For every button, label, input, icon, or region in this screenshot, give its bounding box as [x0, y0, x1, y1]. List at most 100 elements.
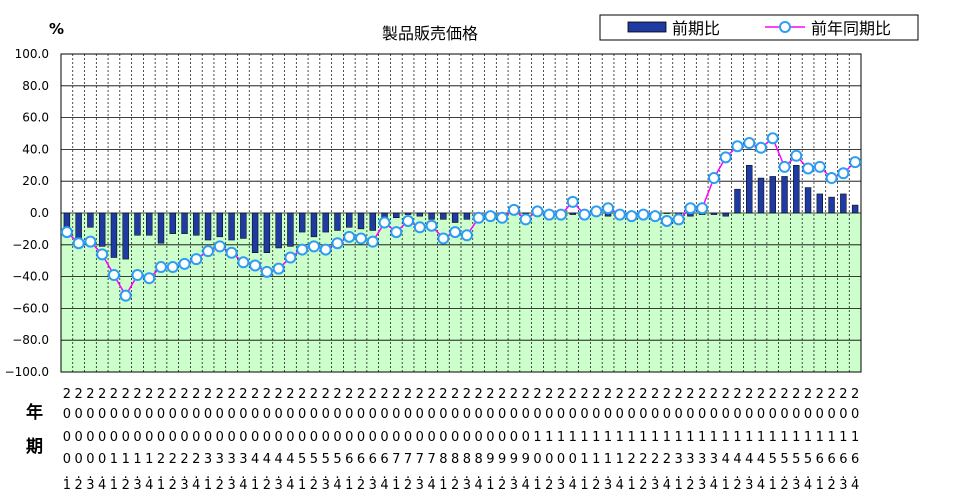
point-2015.3	[790, 149, 803, 162]
bar-2015.2	[781, 176, 788, 214]
point-2006.4	[378, 216, 391, 229]
point-2008.1	[437, 232, 450, 245]
bar-2004.1	[251, 212, 259, 253]
point-2013.1	[672, 213, 685, 226]
point-2013.2	[684, 202, 697, 215]
point-2010.1	[531, 205, 544, 218]
point-2008.3	[460, 229, 473, 242]
y-tick-label: −80.0	[12, 333, 49, 347]
point-2010.3	[555, 208, 567, 221]
bar-2006.3	[369, 212, 376, 231]
bar-2016.3	[840, 193, 847, 214]
y-tick-label: 0.0	[30, 206, 49, 220]
bar-2004.2	[263, 212, 271, 253]
bar-2012.4	[663, 212, 671, 214]
point-2000.1	[60, 226, 73, 239]
point-2016.3	[837, 167, 850, 180]
point-2000.4	[96, 248, 109, 261]
bar-2002.3	[181, 212, 188, 234]
point-2016.2	[825, 172, 838, 185]
row-label-year: 年	[26, 402, 43, 423]
point-2007.1	[390, 226, 403, 239]
chart-title: 製品販売価格	[382, 24, 478, 43]
point-2007.3	[413, 221, 426, 234]
point-2001.3	[131, 269, 144, 282]
y-tick-label: −40.0	[12, 270, 49, 284]
bar-2016.1	[816, 193, 824, 214]
y-tick-label: 40.0	[22, 142, 49, 156]
point-2003.2	[213, 240, 226, 253]
legend-line-marker	[779, 21, 791, 33]
bar-2007.1	[393, 212, 400, 219]
bar-2007.2	[404, 212, 412, 215]
legend: 前期比 前年同期比	[599, 14, 919, 41]
plot-border	[60, 53, 862, 373]
point-2000.2	[72, 237, 85, 250]
plot-bg-positive	[61, 54, 861, 213]
point-2005.2	[307, 240, 320, 253]
bar-2008.1	[440, 212, 447, 220]
point-2007.4	[425, 219, 438, 232]
point-2002.2	[166, 261, 179, 274]
bar-2001.2	[122, 212, 129, 260]
bar-2001.3	[134, 212, 141, 236]
point-2011.1	[578, 208, 591, 221]
bar-2007.4	[428, 212, 435, 220]
y-tick-label: 60.0	[22, 111, 49, 125]
y-axis: 100.0 80.0 60.0 40.0 20.0 0.0 −20.0 −40.0 −60.0 −…	[5, 47, 49, 379]
point-2009.1	[484, 210, 497, 223]
legend-label-bar: 前期比	[672, 19, 720, 38]
bar-2006.1	[346, 212, 353, 228]
bar-2014.4	[757, 177, 765, 214]
bar-2000.4	[98, 212, 106, 247]
point-2004.2	[260, 265, 273, 278]
point-2011.3	[602, 202, 615, 215]
bar-2001.4	[146, 212, 153, 236]
point-2015.4	[802, 162, 815, 175]
bar-2014.1	[722, 212, 729, 217]
bar-2007.3	[416, 212, 424, 217]
bar-2002.4	[193, 212, 200, 236]
y-tick-label: 100.0	[15, 47, 49, 61]
point-2002.1	[155, 261, 167, 274]
point-2010.4	[566, 195, 579, 208]
bar-2014.3	[746, 165, 753, 214]
x-axis: 2 0 0 0. 12 0 0 0. 22 0 0 0. 32 0 0 0. 42 0 0 1. 12 0 0 1. 22 0 0 1…	[63, 387, 860, 493]
plot-area	[60, 53, 862, 373]
point-2013.3	[696, 202, 709, 215]
point-2006.1	[343, 230, 356, 243]
bar-2005.1	[298, 212, 306, 233]
bar-2005.4	[334, 212, 341, 231]
point-2000.3	[84, 235, 97, 248]
